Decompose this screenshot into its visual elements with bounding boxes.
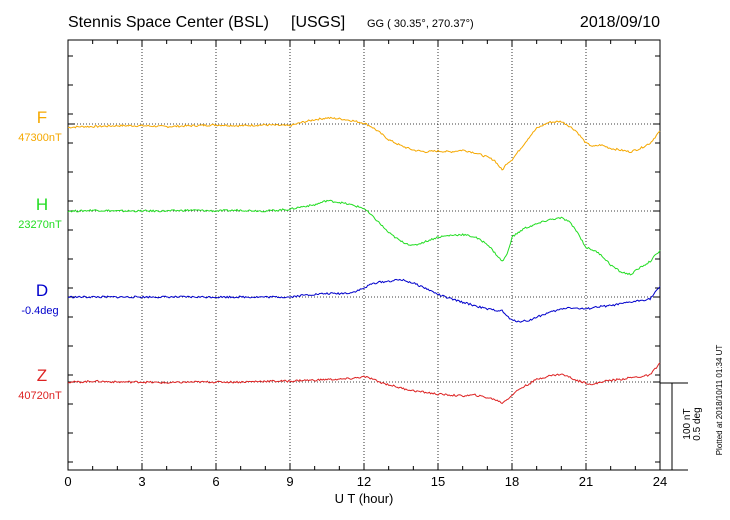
series-baseline-d: -0.4deg xyxy=(21,305,58,317)
plot-frame xyxy=(67,39,661,471)
series-name-h: H xyxy=(36,195,48,214)
series-labels: F 47300nT H 23270nT D -0.4deg Z 40720nT xyxy=(18,108,62,402)
x-axis-label: U T (hour) xyxy=(335,491,394,506)
plotted-timestamp: Plotted at 2018/10/11 01:34 UT xyxy=(715,345,724,456)
series-lines xyxy=(67,116,661,405)
series-name-f: F xyxy=(37,108,47,127)
agency-label: [USGS] xyxy=(291,14,345,31)
x-tick-label: 6 xyxy=(212,474,219,489)
x-tick-label: 15 xyxy=(431,474,445,489)
scale-bar: 100 nT 0.5 deg xyxy=(660,382,703,471)
station-title: Stennis Space Center (BSL) xyxy=(68,14,269,31)
x-tick-label: 3 xyxy=(138,474,145,489)
coords-label: GG ( 30.35°, 270.37°) xyxy=(367,18,474,30)
x-tick-label: 24 xyxy=(653,474,667,489)
scale-bar-nt-label: 100 nT xyxy=(682,408,693,439)
series-baseline-f: 47300nT xyxy=(18,132,62,144)
x-tick-label: 18 xyxy=(505,474,519,489)
series-line-h xyxy=(67,199,661,276)
x-tick-label: 9 xyxy=(286,474,293,489)
series-name-d: D xyxy=(36,281,48,300)
ticks xyxy=(67,40,661,470)
x-tick-label: 12 xyxy=(357,474,371,489)
x-tick-label: 0 xyxy=(64,474,71,489)
series-baseline-h: 23270nT xyxy=(18,219,62,231)
series-baseline-z: 40720nT xyxy=(18,390,62,402)
x-tick-labels: 0 3 6 9 12 15 18 21 24 xyxy=(64,474,667,489)
date-label: 2018/09/10 xyxy=(580,14,660,31)
series-name-z: Z xyxy=(37,366,47,385)
series-line-z xyxy=(67,362,661,405)
series-line-d xyxy=(67,278,661,323)
grid xyxy=(141,40,587,470)
series-line-f xyxy=(67,116,661,171)
scale-bar-deg-label: 0.5 deg xyxy=(692,407,703,440)
x-tick-label: 21 xyxy=(579,474,593,489)
